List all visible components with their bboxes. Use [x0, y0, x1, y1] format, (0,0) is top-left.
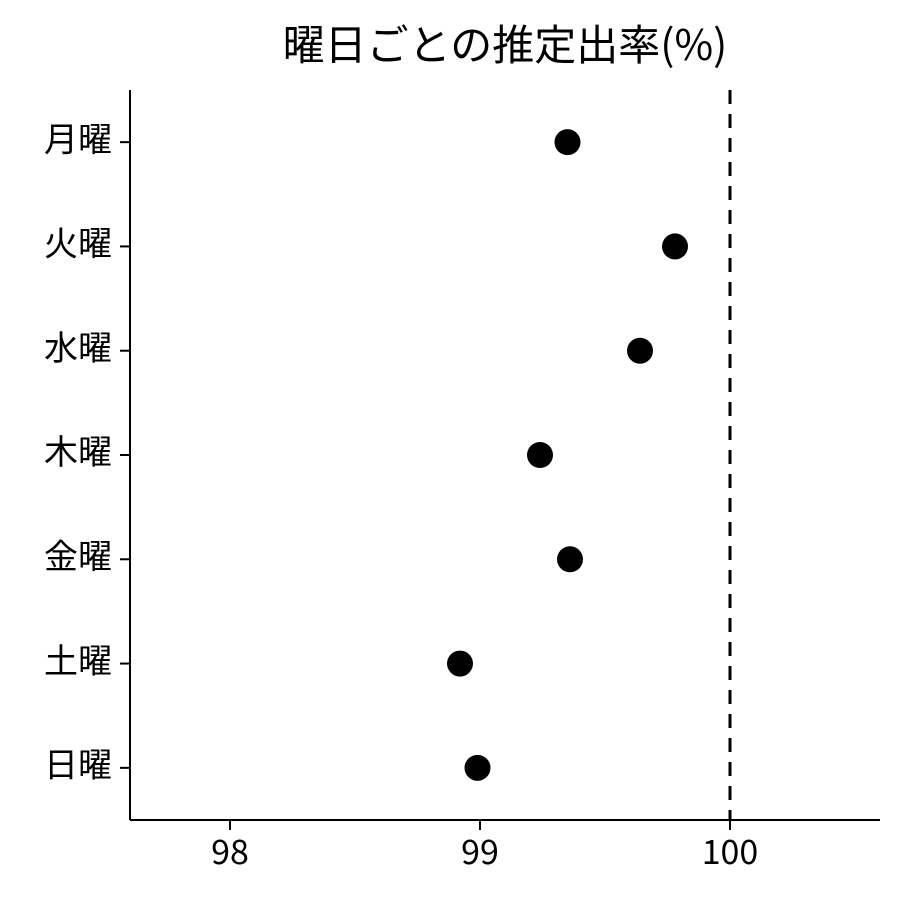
- y-tick-label: 日曜: [44, 738, 112, 787]
- y-tick-label: 火曜: [44, 217, 112, 266]
- x-tick-label: 99: [461, 825, 499, 874]
- data-point: [527, 442, 553, 468]
- data-point: [555, 129, 581, 155]
- x-tick-label: 100: [702, 825, 759, 874]
- data-point: [465, 755, 491, 781]
- dot-chart: 曜日ごとの推定出率(%) 月曜火曜水曜木曜金曜土曜日曜 98 99 100: [0, 0, 900, 900]
- y-tick-label: 木曜: [44, 425, 112, 474]
- chart-title: 曜日ごとの推定出率(%): [283, 12, 728, 73]
- x-tick-label: 98: [211, 825, 249, 874]
- data-point: [447, 651, 473, 677]
- y-tick-label: 水曜: [44, 321, 112, 370]
- y-tick-label: 月曜: [44, 112, 112, 161]
- y-tick-label: 土曜: [44, 634, 112, 683]
- data-point: [557, 546, 583, 572]
- y-tick-label: 金曜: [44, 530, 112, 579]
- data-point: [627, 338, 653, 364]
- data-point: [662, 233, 688, 259]
